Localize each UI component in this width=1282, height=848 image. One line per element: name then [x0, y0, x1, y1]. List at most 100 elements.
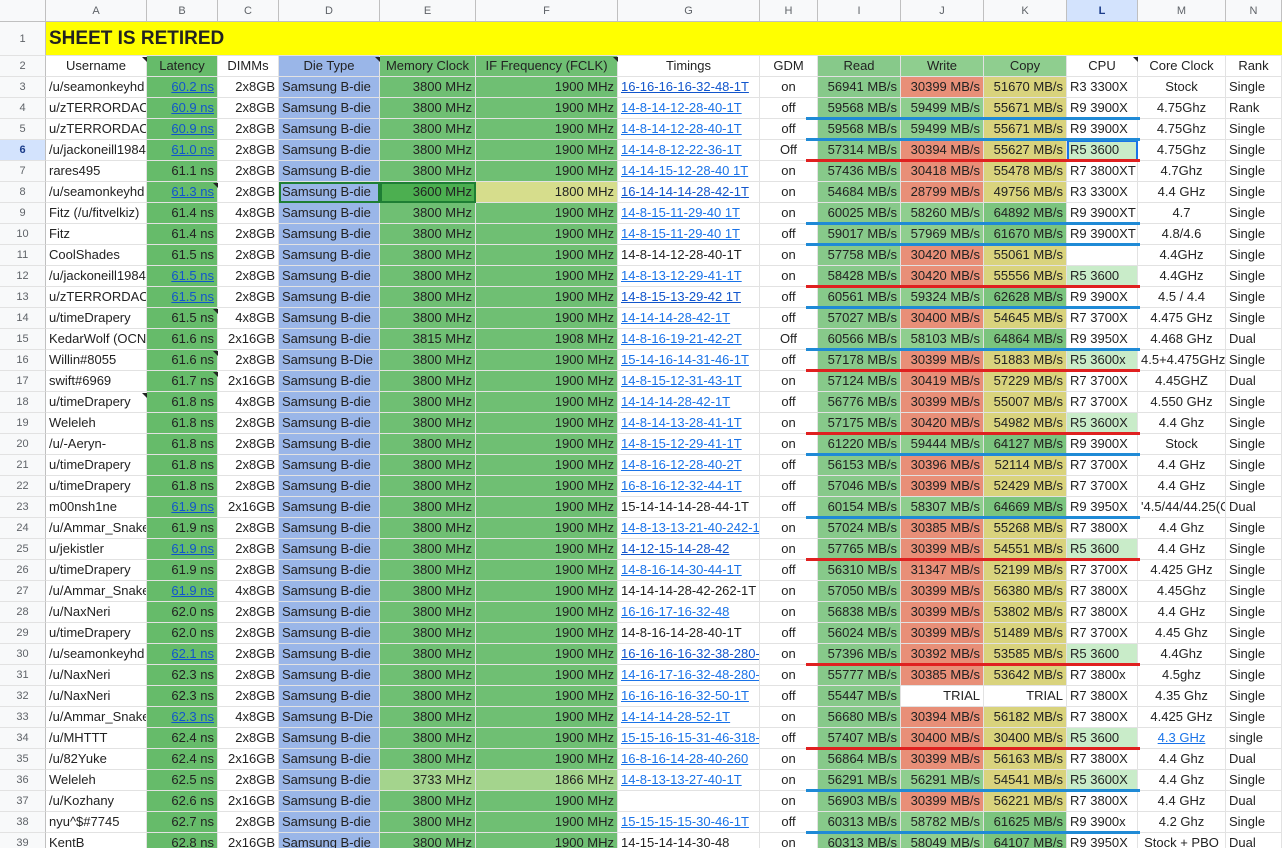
cell-cpu[interactable]: R7 3800XT	[1067, 161, 1138, 182]
cell-read[interactable]: 57178 MB/s	[818, 350, 901, 371]
header-cell-write[interactable]: Write	[901, 56, 984, 77]
cell-user[interactable]: u/timeDrapery	[46, 455, 147, 476]
cell-cpu[interactable]: R3 3300X	[1067, 77, 1138, 98]
cell-tim[interactable]: 14-8-13-13-21-40-242-1T	[618, 518, 760, 539]
cell-die[interactable]: Samsung B-die	[279, 644, 380, 665]
cell-dimms[interactable]: 2x16GB	[218, 749, 279, 770]
cell-lat[interactable]: 61.5 ns	[147, 266, 218, 287]
cell-gdm[interactable]: on	[760, 203, 818, 224]
cell-core[interactable]: 4.4 GHz	[1138, 455, 1226, 476]
row-header-9[interactable]: 9	[0, 203, 46, 224]
cell-user[interactable]: /u/MHTTT	[46, 728, 147, 749]
cell-die[interactable]: Samsung B-die	[279, 371, 380, 392]
row-header-12[interactable]: 12	[0, 266, 46, 287]
cell-die[interactable]: Samsung B-die	[279, 308, 380, 329]
cell-mem[interactable]: 3800 MHz	[380, 728, 476, 749]
cell-dimms[interactable]: 2x8GB	[218, 602, 279, 623]
cell-die[interactable]: Samsung B-die	[279, 833, 380, 848]
cell-read[interactable]: 57027 MB/s	[818, 308, 901, 329]
cell-rank[interactable]: Single	[1226, 203, 1282, 224]
cell-write[interactable]: 30394 MB/s	[901, 707, 984, 728]
cell-cpu[interactable]: R5 3600	[1067, 644, 1138, 665]
row-header-21[interactable]: 21	[0, 455, 46, 476]
cell-cpu[interactable]: R7 3800X	[1067, 581, 1138, 602]
cell-lat[interactable]: 62.1 ns	[147, 644, 218, 665]
row-header-3[interactable]: 3	[0, 77, 46, 98]
cell-lat[interactable]: 62.8 ns	[147, 833, 218, 848]
cell-read[interactable]: 60566 MB/s	[818, 329, 901, 350]
cell-core[interactable]: 4.7	[1138, 203, 1226, 224]
cell-read[interactable]: 60313 MB/s	[818, 812, 901, 833]
cell-lat[interactable]: 62.4 ns	[147, 728, 218, 749]
cell-cpu[interactable]: R7 3700X	[1067, 308, 1138, 329]
cell-fclk[interactable]: 1900 MHz	[476, 497, 618, 518]
cell-cpu[interactable]: R7 3800X	[1067, 791, 1138, 812]
cell-user[interactable]: swift#6969	[46, 371, 147, 392]
header-cell-copy[interactable]: Copy	[984, 56, 1067, 77]
cell-read[interactable]: 56310 MB/s	[818, 560, 901, 581]
cell-write[interactable]: 30400 MB/s	[901, 308, 984, 329]
cell-lat[interactable]: 61.4 ns	[147, 224, 218, 245]
column-header-a[interactable]: A	[46, 0, 147, 22]
cell-die[interactable]: Samsung B-die	[279, 518, 380, 539]
cell-fclk[interactable]: 1900 MHz	[476, 140, 618, 161]
cell-copy[interactable]: 53802 MB/s	[984, 602, 1067, 623]
cell-cpu[interactable]: R5 3600	[1067, 539, 1138, 560]
cell-lat[interactable]: 62.4 ns	[147, 749, 218, 770]
cell-cpu[interactable]: R5 3600	[1067, 266, 1138, 287]
cell-rank[interactable]: Single	[1226, 161, 1282, 182]
cell-core[interactable]: 4.4GHz	[1138, 266, 1226, 287]
cell-mem[interactable]: 3800 MHz	[380, 308, 476, 329]
cell-write[interactable]: 59499 MB/s	[901, 119, 984, 140]
cell-core[interactable]: 4.75Ghz	[1138, 119, 1226, 140]
cell-rank[interactable]: Single	[1226, 539, 1282, 560]
cell-cpu[interactable]: R5 3600	[1067, 728, 1138, 749]
row-header-26[interactable]: 26	[0, 560, 46, 581]
cell-gdm[interactable]: on	[760, 182, 818, 203]
cell-user[interactable]: u/timeDrapery	[46, 392, 147, 413]
cell-user[interactable]: u/zTERRORDAC	[46, 287, 147, 308]
cell-gdm[interactable]: off	[760, 686, 818, 707]
header-cell-if-frequency-fclk-[interactable]: IF Frequency (FCLK)	[476, 56, 618, 77]
cell-user[interactable]: u/timeDrapery	[46, 623, 147, 644]
cell-dimms[interactable]: 2x8GB	[218, 245, 279, 266]
cell-copy[interactable]: 30400 MB/s	[984, 728, 1067, 749]
cell-tim[interactable]: 14-14-14-28-42-262-1T	[618, 581, 760, 602]
row-header-25[interactable]: 25	[0, 539, 46, 560]
row-header-31[interactable]: 31	[0, 665, 46, 686]
cell-rank[interactable]: Single	[1226, 812, 1282, 833]
cell-core[interactable]: Stock	[1138, 77, 1226, 98]
cell-mem[interactable]: 3800 MHz	[380, 497, 476, 518]
cell-copy[interactable]: 54982 MB/s	[984, 413, 1067, 434]
cell-die[interactable]: Samsung B-die	[279, 749, 380, 770]
cell-fclk[interactable]: 1900 MHz	[476, 434, 618, 455]
cell-die[interactable]: Samsung B-die	[279, 455, 380, 476]
header-cell-gdm[interactable]: GDM	[760, 56, 818, 77]
cell-rank[interactable]: Single	[1226, 518, 1282, 539]
cell-cpu[interactable]: R7 3800X	[1067, 749, 1138, 770]
cell-write[interactable]: 30399 MB/s	[901, 749, 984, 770]
cell-copy[interactable]: 64669 MB/s	[984, 497, 1067, 518]
header-cell-rank[interactable]: Rank	[1226, 56, 1282, 77]
cell-rank[interactable]: Single	[1226, 413, 1282, 434]
cell-mem[interactable]: 3800 MHz	[380, 266, 476, 287]
cell-core[interactable]: 4.4 GHz	[1138, 182, 1226, 203]
cell-tim[interactable]: 14-16-17-16-32-48-280-1	[618, 665, 760, 686]
cell-lat[interactable]: 61.8 ns	[147, 413, 218, 434]
cell-fclk[interactable]: 1900 MHz	[476, 266, 618, 287]
row-header-36[interactable]: 36	[0, 770, 46, 791]
cell-write[interactable]: 30385 MB/s	[901, 518, 984, 539]
cell-gdm[interactable]: on	[760, 434, 818, 455]
cell-read[interactable]: 57050 MB/s	[818, 581, 901, 602]
cell-cpu[interactable]: R3 3300X	[1067, 182, 1138, 203]
cell-copy[interactable]: 52199 MB/s	[984, 560, 1067, 581]
cell-die[interactable]: Samsung B-die	[279, 161, 380, 182]
cell-fclk[interactable]: 1900 MHz	[476, 812, 618, 833]
cell-gdm[interactable]: on	[760, 581, 818, 602]
cell-mem[interactable]: 3800 MHz	[380, 371, 476, 392]
cell-user[interactable]: u/timeDrapery	[46, 476, 147, 497]
cell-lat[interactable]: 62.5 ns	[147, 770, 218, 791]
cell-write[interactable]: 30385 MB/s	[901, 665, 984, 686]
cell-copy[interactable]: 52114 MB/s	[984, 455, 1067, 476]
cell-fclk[interactable]: 1900 MHz	[476, 203, 618, 224]
